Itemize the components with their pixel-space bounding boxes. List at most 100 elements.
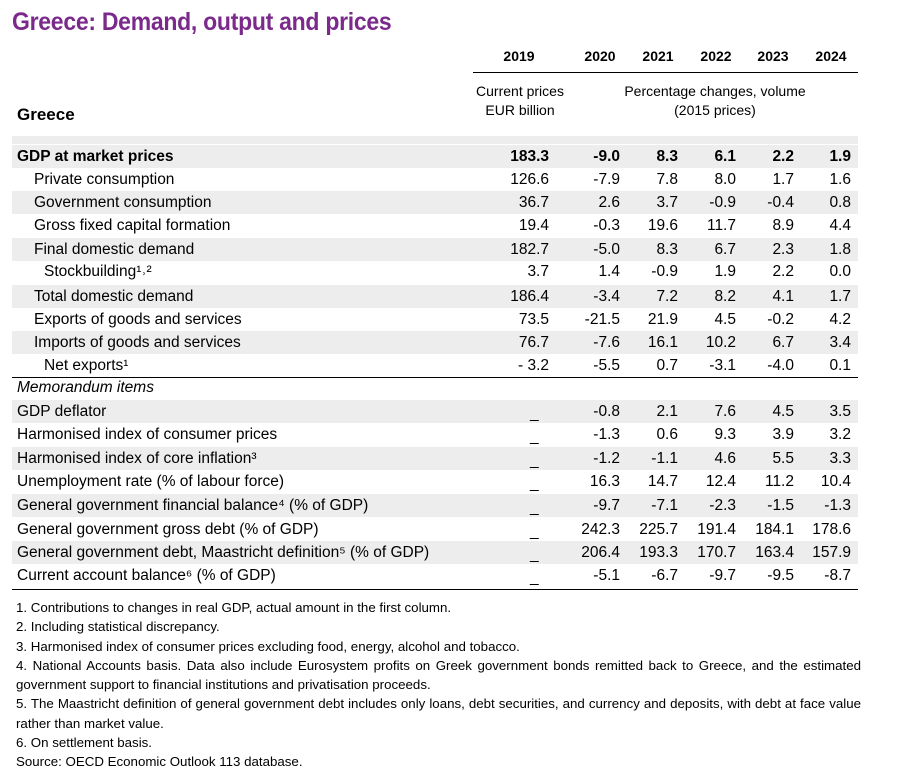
table-row: Exports of goods and services 73.5 -21.5 21… [12,308,858,331]
row-label: Harmonised index of consumer prices [17,426,278,443]
cell-value: -0.8 [593,403,620,420]
cell-value: 7.6 [714,403,736,420]
cell-value: 16.3 [589,473,620,490]
row-shading [12,447,858,470]
cell-value: 1.8 [829,241,851,258]
cell-value: 4.5 [772,403,794,420]
cell-value: 11.2 [764,473,794,490]
row-label: Private consumption [34,171,175,188]
cell-value: 183.3 [510,148,549,165]
row-shading [12,494,858,517]
table-row: GDP deflator _ -0.8 2.1 7.6 4.5 3.5 [12,400,858,423]
cell-value: 2.3 [772,241,794,258]
cell-value: 191.4 [697,521,736,538]
cell-value: 9.3 [714,426,736,443]
year-header-2019: 2019 [503,48,535,64]
cell-value: -9.7 [593,497,620,514]
row-label: Gross fixed capital formation [34,217,231,234]
cell-value: 4.2 [829,311,851,328]
cell-value: 7.8 [656,171,678,188]
footnote-3: 3. Harmonised index of consumer prices e… [16,638,520,654]
row-shading [12,238,858,261]
cell-value: 157.9 [812,544,851,561]
memo-rule [12,377,858,378]
cell-value: -9.5 [767,567,794,584]
cell-value: 193.3 [639,544,678,561]
row-shading [12,541,858,564]
cell-value: 8.3 [656,241,678,258]
year-header-2022: 2022 [700,48,732,64]
footnotes: 1. Contributions to changes in real GDP,… [16,598,861,772]
cell-value: 1.9 [829,148,851,165]
cell-value: _ [530,546,539,563]
cell-value: -0.9 [651,263,678,280]
cell-value: -21.5 [584,311,620,328]
cell-value: 0.1 [829,357,851,374]
cell-value: - 3.2 [517,357,549,374]
cell-value: 3.2 [829,426,851,443]
row-shading [12,145,858,168]
source-note: Source: OECD Economic Outlook 113 databa… [16,754,303,770]
table-row: Harmonised index of consumer prices _ -1.3… [12,423,858,446]
cell-value: _ [530,569,539,586]
cell-value: 8.0 [714,171,736,188]
table-row: Stockbuilding¹˒² 3.7 1.4 -0.9 1.9 2.2 0.0 [12,260,858,283]
cell-value: 14.7 [647,473,678,490]
cell-value: 182.7 [510,241,549,258]
cell-value: 3.3 [829,450,851,467]
table-row: Government consumption 36.7 2.6 3.7 -0.9 -0.4… [12,191,858,214]
cell-value: 3.9 [772,426,794,443]
cell-value: 21.9 [647,311,678,328]
cell-value: -0.9 [709,194,736,211]
cell-value: _ [530,452,539,469]
year-header-2021: 2021 [642,48,674,64]
cell-value: _ [530,405,539,422]
cell-value: 11.7 [706,217,736,234]
table-row: Harmonised index of core inflation³ _ -1.2… [12,447,858,470]
cell-value: 1.6 [829,171,851,188]
cell-value: 8.2 [714,288,736,305]
row-label: Total domestic demand [34,288,194,305]
table-row: Net exports¹ - 3.2 -5.5 0.7 -3.1 -4.0 0.1 [12,354,858,377]
cell-value: 2.2 [772,263,794,280]
table-row: Total domestic demand 186.4 -3.4 7.2 8.2 4.1 1… [12,285,858,308]
cell-value: -3.4 [593,288,620,305]
current-prices-line2: EUR billion [485,102,555,118]
table-bottom-rule [12,589,858,590]
row-shading [12,331,858,354]
table-shading-top [12,136,858,144]
table-row: General government debt, Maastricht defi… [12,541,858,564]
year-header-2023: 2023 [757,48,789,64]
row-shading [12,191,858,214]
row-label: General government financial balance⁴ (%… [17,497,369,514]
cell-value: 12.4 [705,473,736,490]
cell-value: 4.5 [714,311,736,328]
cell-value: 19.6 [647,217,678,234]
cell-value: -1.3 [824,497,851,514]
row-label: Current account balance⁶ (% of GDP) [17,567,276,584]
cell-value: 1.9 [714,263,736,280]
cell-value: 225.7 [639,521,678,538]
row-label: Unemployment rate (% of labour force) [17,473,285,490]
page-title: Greece: Demand, output and prices [12,8,392,36]
cell-value: -1.5 [767,497,794,514]
cell-value: 3.4 [829,334,851,351]
cell-value: 1.4 [598,263,620,280]
memo-title: Memorandum items [17,379,154,396]
cell-value: -7.6 [593,334,620,351]
cell-value: 163.4 [755,544,794,561]
cell-value: 7.2 [656,288,678,305]
table-row: Current account balance⁶ (% of GDP) _ -5.1… [12,564,858,587]
cell-value: -1.3 [593,426,620,443]
row-label: GDP at market prices [17,148,174,165]
row-label: Final domestic demand [34,241,195,258]
cell-value: 6.1 [714,148,736,165]
cell-value: -5.1 [593,567,620,584]
cell-value: 3.7 [656,194,678,211]
row-shading [12,400,858,423]
cell-value: _ [530,475,539,492]
cell-value: 0.7 [656,357,678,374]
footnote-1: 1. Contributions to changes in real GDP,… [16,600,452,615]
country-heading: Greece [17,105,75,124]
table-row: Unemployment rate (% of labour force) _ 16… [12,470,858,493]
